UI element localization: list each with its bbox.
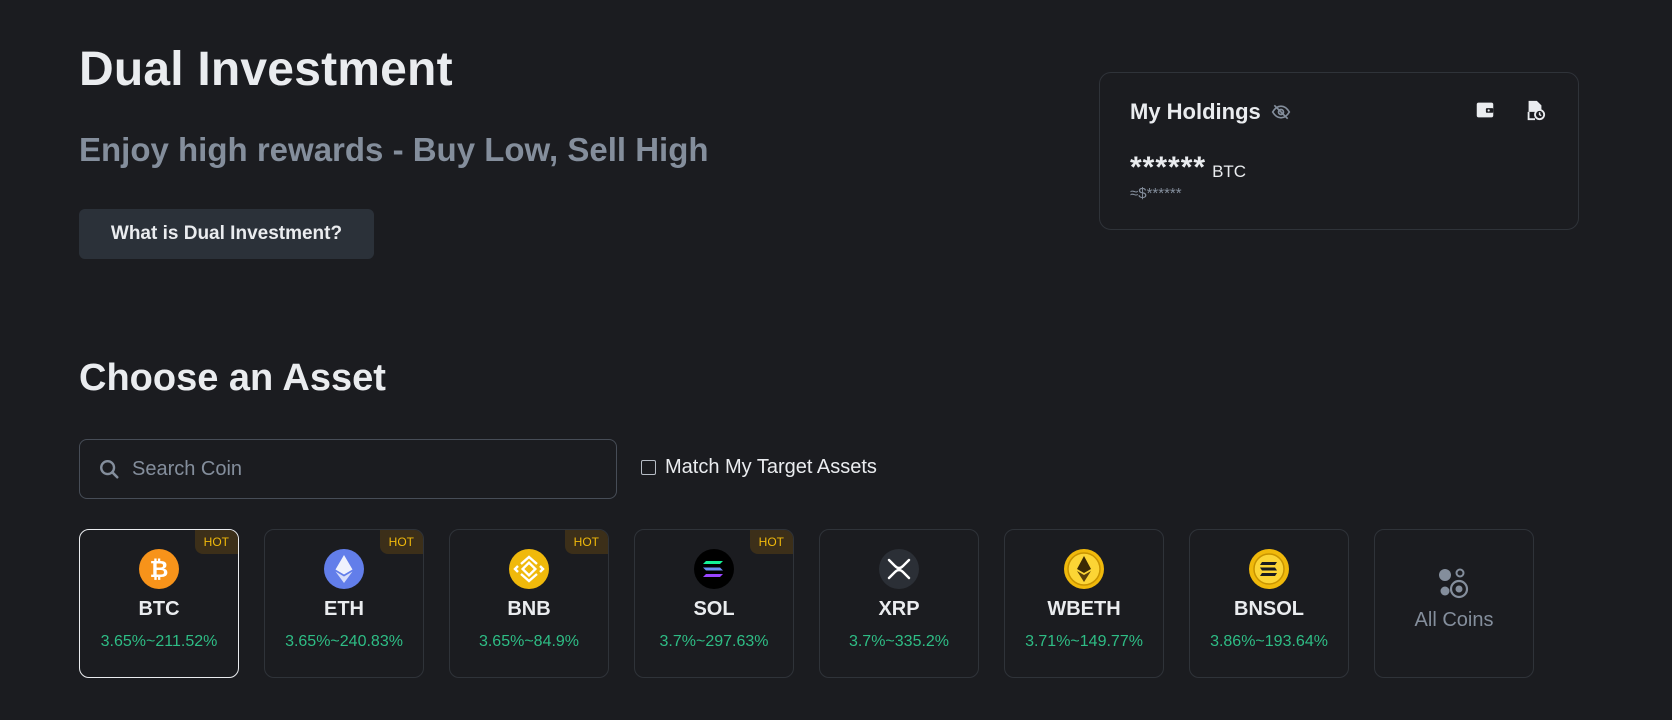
asset-apr-range: 3.7%~297.63% <box>659 633 769 650</box>
match-target-assets-label: Match My Target Assets <box>665 456 877 478</box>
btc-icon: ₿ <box>139 549 179 589</box>
asset-symbol: XRP <box>878 598 920 620</box>
holdings-title: My Holdings <box>1130 99 1261 124</box>
match-target-assets-toggle[interactable]: Match My Target Assets <box>641 456 877 479</box>
svg-text:₿: ₿ <box>150 557 169 583</box>
hot-badge: HOT <box>564 530 608 554</box>
asset-card-sol[interactable]: HOT SOL 3.7%~297.63% <box>634 529 794 678</box>
holdings-header: My Holdings <box>1130 99 1291 125</box>
asset-symbol: BTC <box>138 598 180 620</box>
wbeth-icon <box>1064 549 1104 589</box>
asset-symbol: BNSOL <box>1234 598 1304 620</box>
asset-apr-range: 3.7%~335.2% <box>848 633 950 650</box>
hot-badge: HOT <box>194 530 238 554</box>
asset-symbol: ETH <box>324 598 364 620</box>
asset-apr-range: 3.65%~84.9% <box>478 633 580 650</box>
xrp-icon <box>879 549 919 589</box>
search-icon <box>100 460 119 479</box>
all-coins-card[interactable]: All Coins <box>1374 529 1534 678</box>
eth-icon <box>324 549 364 589</box>
hot-badge: HOT <box>379 530 423 554</box>
asset-symbol: WBETH <box>1047 598 1121 620</box>
page-subtitle: Enjoy high rewards - Buy Low, Sell High <box>79 131 709 168</box>
asset-apr-range: 3.86%~193.64% <box>1210 633 1328 650</box>
bnsol-icon <box>1249 549 1289 589</box>
asset-card-btc[interactable]: HOT ₿ BTC 3.65%~211.52% <box>79 529 239 678</box>
asset-symbol: BNB <box>507 598 551 620</box>
asset-apr-range: 3.71%~149.77% <box>1025 633 1143 650</box>
asset-card-eth[interactable]: HOT ETH 3.65%~240.83% <box>264 529 424 678</box>
eye-hidden-icon[interactable] <box>1271 102 1291 122</box>
my-holdings-card: My Holdings ****** BTC ≈$****** <box>1099 72 1579 230</box>
search-coin-input[interactable] <box>132 457 592 481</box>
hot-badge: HOT <box>749 530 793 554</box>
asset-apr-range: 3.65%~211.52% <box>100 633 218 650</box>
asset-card-bnb[interactable]: HOT BNB 3.65%~84.9% <box>449 529 609 678</box>
wallet-icon[interactable] <box>1474 99 1496 121</box>
holdings-unit: BTC <box>1212 162 1247 181</box>
asset-apr-range: 3.65%~240.83% <box>285 633 403 650</box>
all-coins-icon <box>1439 568 1469 599</box>
bnb-icon <box>509 549 549 589</box>
asset-card-xrp[interactable]: XRP 3.7%~335.2% <box>819 529 979 678</box>
asset-card-wbeth[interactable]: WBETH 3.71%~149.77% <box>1004 529 1164 678</box>
history-document-icon[interactable] <box>1524 99 1546 121</box>
holdings-amount: ****** BTC <box>1130 151 1246 185</box>
asset-card-list: HOT ₿ BTC 3.65%~211.52% HOT ETH 3.65%~24… <box>79 529 1534 678</box>
choose-asset-title: Choose an Asset <box>79 357 386 399</box>
asset-symbol: SOL <box>693 598 735 620</box>
match-target-assets-checkbox[interactable] <box>641 460 656 475</box>
page-title: Dual Investment <box>79 43 453 96</box>
holdings-usd-value: ≈$****** <box>1130 185 1182 202</box>
search-box[interactable] <box>79 439 617 499</box>
holdings-amount-masked: ****** <box>1130 151 1207 184</box>
asset-card-bnsol[interactable]: BNSOL 3.86%~193.64% <box>1189 529 1349 678</box>
all-coins-label: All Coins <box>1414 609 1494 631</box>
what-is-dual-investment-button[interactable]: What is Dual Investment? <box>79 209 374 259</box>
sol-icon <box>694 549 734 589</box>
